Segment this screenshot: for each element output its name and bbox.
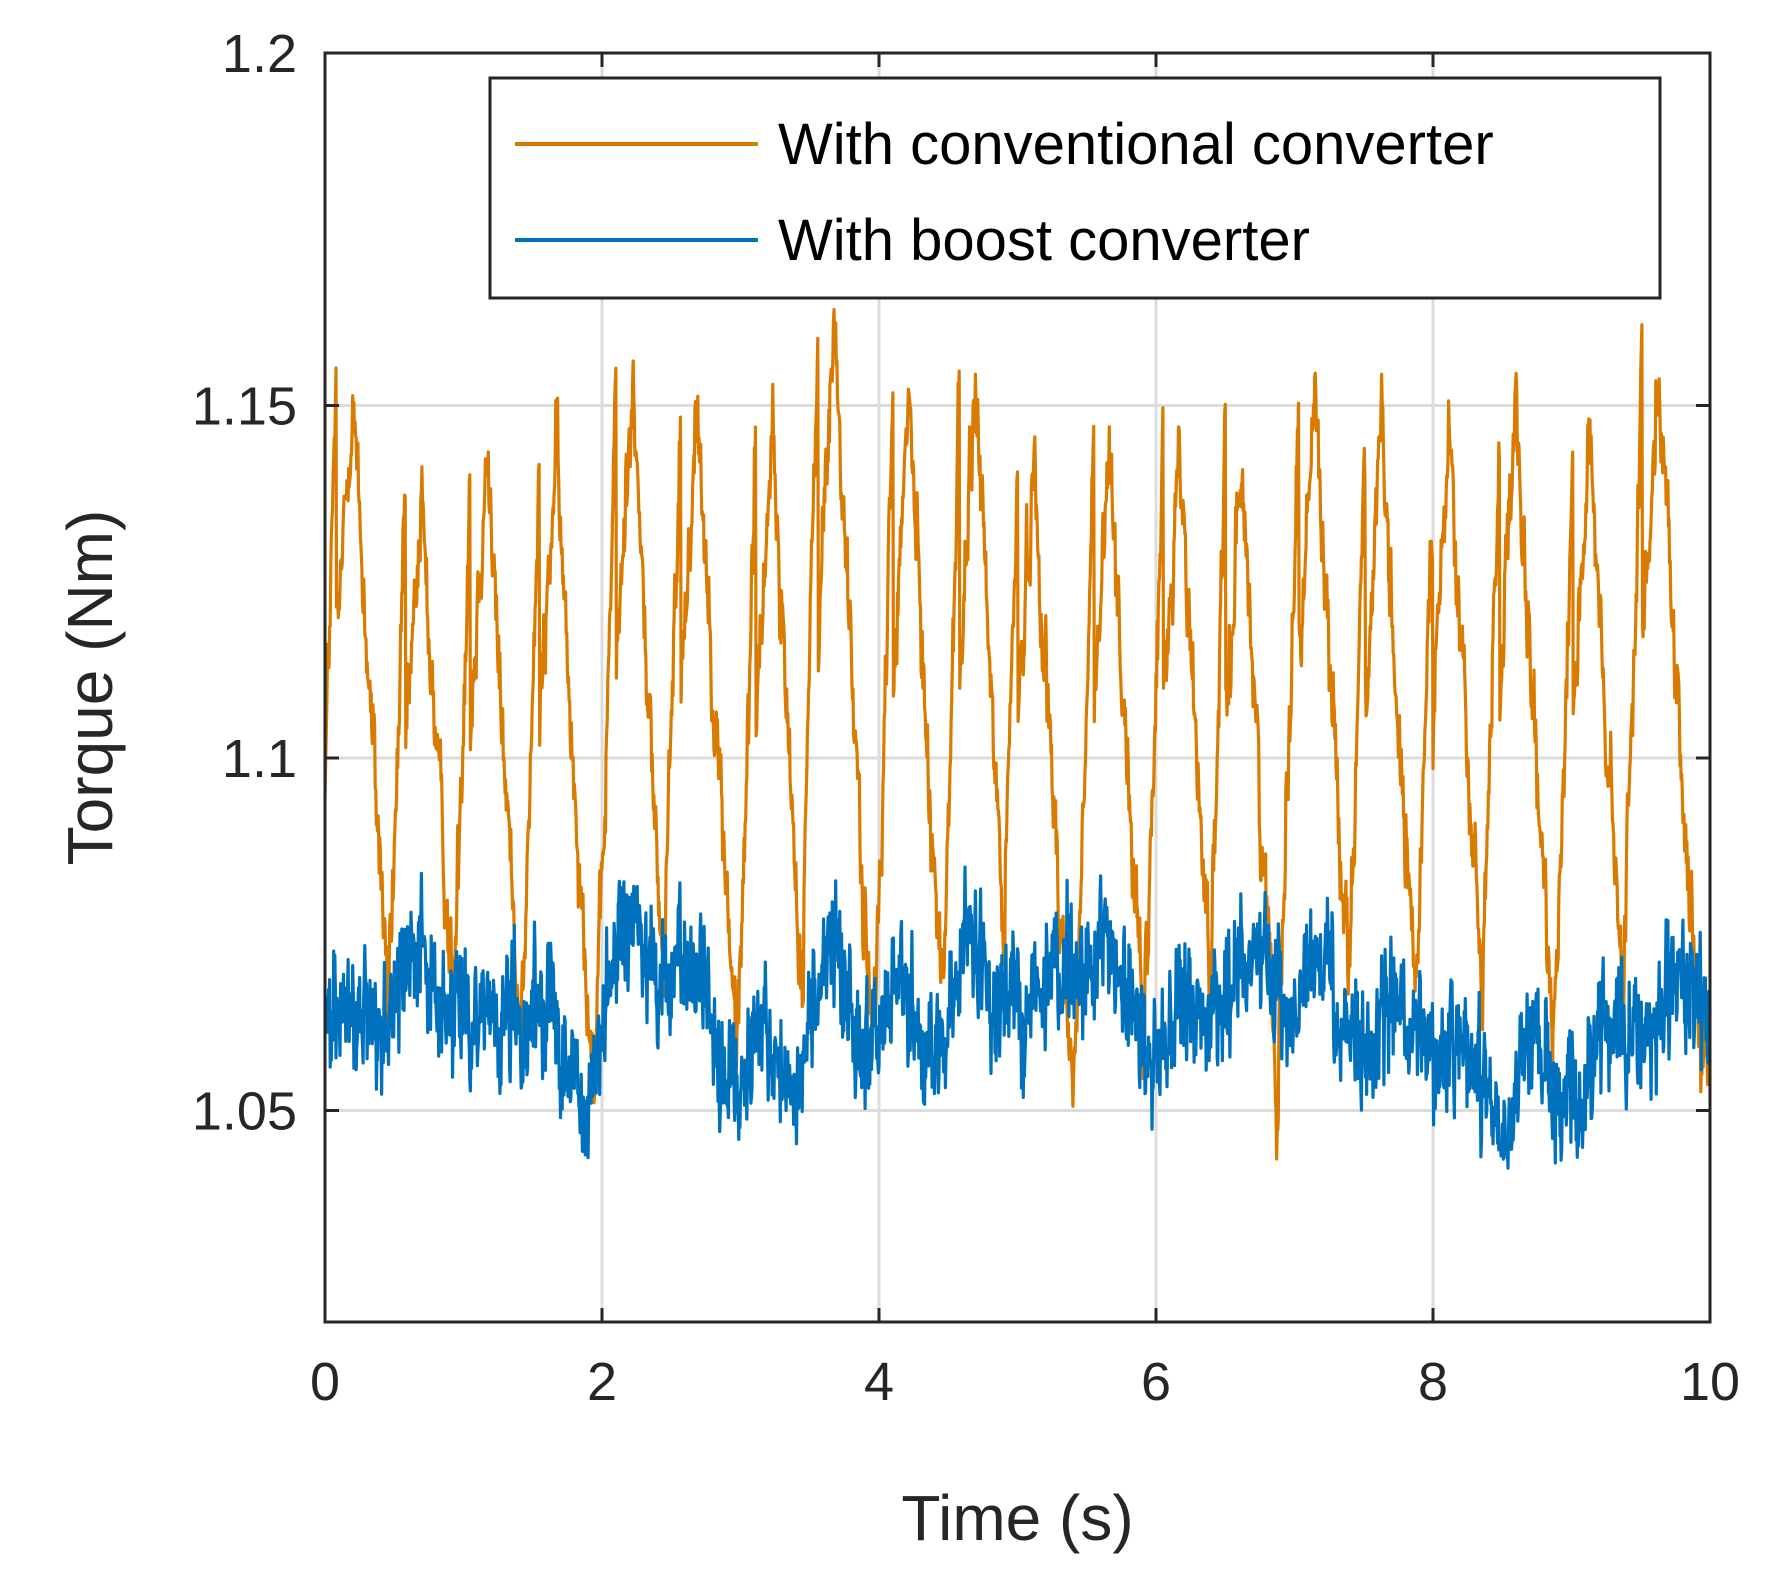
series-line-boost bbox=[323, 865, 1712, 1170]
tick-marks bbox=[323, 51, 1712, 1322]
plot-frame bbox=[323, 51, 1712, 1324]
y-tick-label: 1.1 bbox=[222, 729, 297, 789]
y-tick-label: 1.2 bbox=[222, 24, 297, 84]
tick-labels: 0 2 4 6 8 10 1.05 1.1 1.15 1.2 bbox=[192, 24, 1740, 1412]
x-tick-label: 0 bbox=[310, 1352, 340, 1412]
x-tick-label: 2 bbox=[587, 1352, 617, 1412]
legend-label-conventional: With conventional converter bbox=[778, 112, 1494, 177]
legend-box bbox=[488, 76, 1662, 300]
y-tick-label: 1.15 bbox=[192, 377, 297, 437]
x-tick-label: 6 bbox=[1141, 1352, 1171, 1412]
legend: With conventional converter With boost c… bbox=[488, 76, 1662, 300]
x-axis-title: Time (s) bbox=[901, 1482, 1133, 1554]
series-line-conventional bbox=[323, 307, 1712, 1161]
y-tick-label: 1.05 bbox=[192, 1082, 297, 1142]
x-tick-label: 10 bbox=[1680, 1352, 1740, 1412]
series-layer bbox=[323, 307, 1712, 1170]
y-axis-title: Torque (Nm) bbox=[54, 510, 126, 866]
x-tick-label: 8 bbox=[1418, 1352, 1448, 1412]
x-tick-label: 4 bbox=[864, 1352, 894, 1412]
legend-label-boost: With boost converter bbox=[778, 208, 1310, 273]
